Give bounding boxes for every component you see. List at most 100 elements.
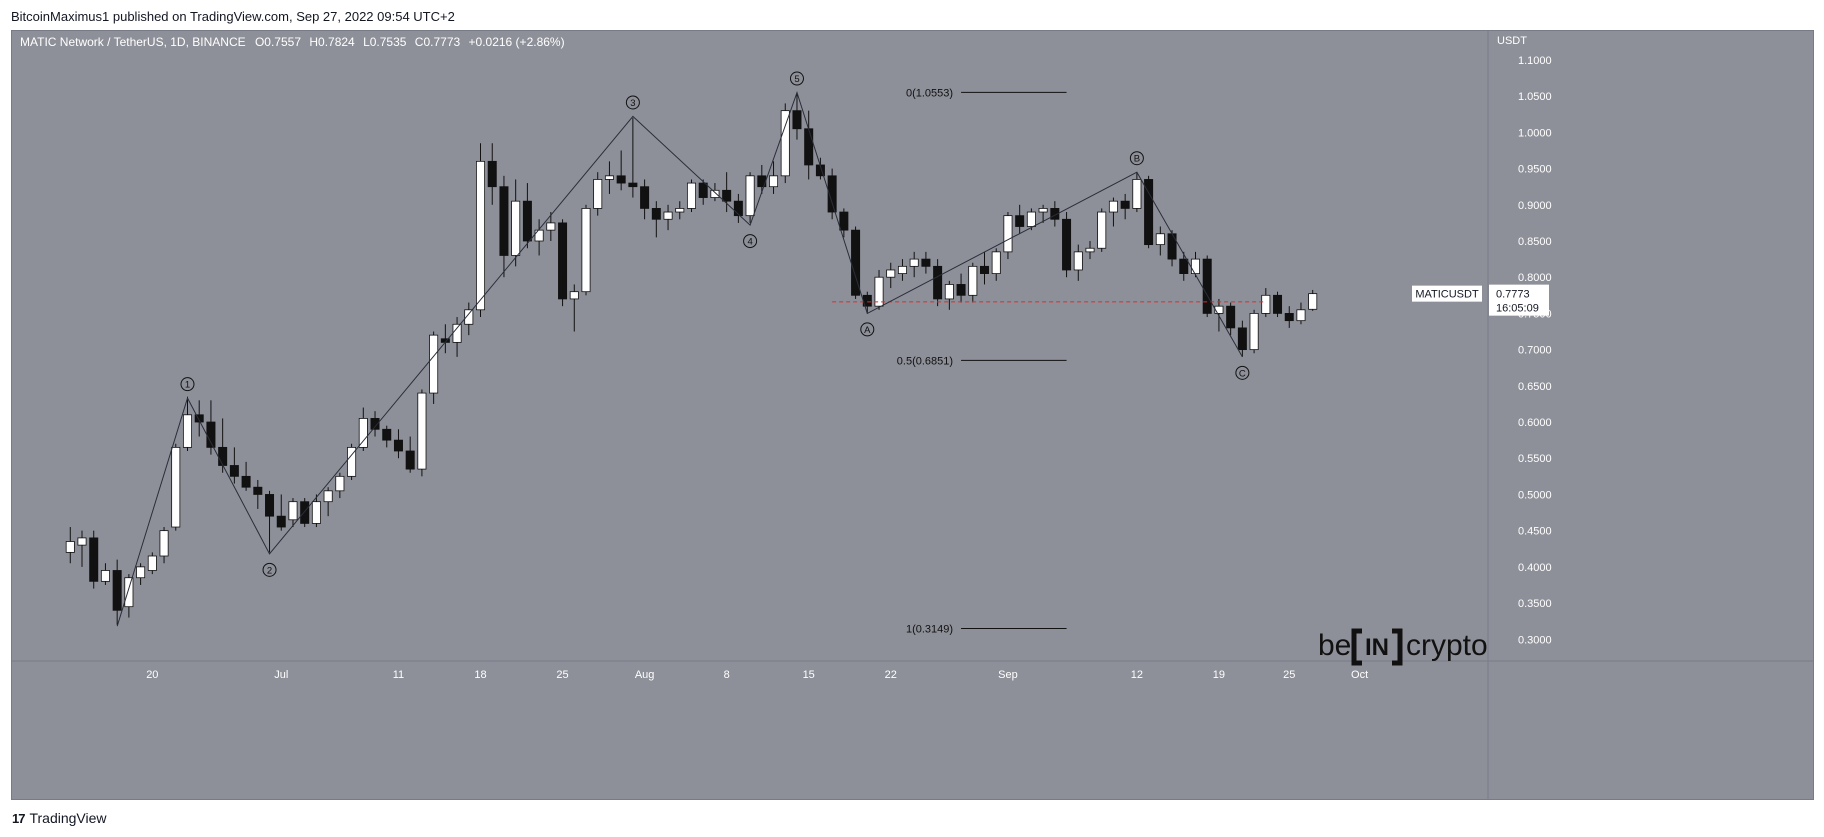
- candle-body: [640, 186, 650, 209]
- price-axis: USDT 1.1000 1.0500 1.0000 0.9500 0.9000 0.8500…: [1412, 31, 1552, 799]
- candle: [159, 527, 169, 564]
- candle: [171, 443, 181, 531]
- candle-body: [956, 284, 966, 296]
- candle-body: [218, 446, 228, 466]
- candle: [136, 563, 146, 585]
- candle-body: [65, 541, 75, 553]
- candle: [686, 179, 696, 213]
- time-tick-label: 11: [393, 669, 404, 681]
- candle: [745, 172, 755, 223]
- candle: [1190, 251, 1200, 278]
- candle-body: [358, 418, 368, 448]
- candle-body: [522, 200, 532, 242]
- candle-body: [265, 494, 275, 517]
- candle-body: [933, 265, 943, 300]
- wave-label-text: A: [864, 325, 871, 336]
- ohlc-close-label: C: [415, 35, 424, 49]
- tradingview-brand[interactable]: 17 TradingView: [12, 810, 107, 826]
- candle-body: [897, 265, 907, 274]
- candle: [370, 411, 380, 437]
- candle: [511, 179, 521, 267]
- candle: [1132, 172, 1142, 213]
- candle: [1062, 212, 1072, 278]
- wave-label-text: 2: [267, 565, 272, 576]
- candle: [124, 574, 134, 618]
- candle: [757, 164, 767, 194]
- time-tick-label: 25: [1283, 669, 1295, 681]
- candle-body: [1015, 215, 1025, 227]
- candle: [182, 396, 192, 451]
- candle: [839, 208, 849, 238]
- time-tick-label: Sep: [998, 669, 1018, 681]
- price-axis-unit: USDT: [1497, 35, 1527, 47]
- wave-label: C: [1235, 365, 1250, 380]
- candle-body: [1050, 208, 1060, 220]
- candle: [604, 161, 614, 194]
- candle-body: [1108, 200, 1118, 213]
- candle-body: [323, 490, 333, 503]
- wave-label-text: 1: [185, 380, 190, 391]
- candle: [1026, 208, 1036, 231]
- price-tick-label: 0.3500: [1518, 598, 1552, 610]
- candle: [874, 269, 884, 310]
- candle: [499, 175, 509, 278]
- candle: [194, 400, 204, 437]
- candle-body: [229, 465, 239, 477]
- candle: [956, 273, 966, 303]
- candle-body: [1273, 294, 1283, 314]
- candle-body: [886, 269, 896, 278]
- symbol-title: MATIC Network / TetherUS, 1D, BINANCE: [20, 35, 246, 49]
- ohlc-open: 0.7557: [264, 35, 301, 49]
- candle: [241, 461, 251, 491]
- candle: [1261, 288, 1271, 318]
- candle-body: [499, 186, 509, 256]
- candle-body: [300, 501, 310, 524]
- candle-body: [686, 182, 696, 209]
- candle-body: [769, 175, 779, 188]
- candle: [393, 429, 403, 459]
- candle-body: [253, 486, 263, 495]
- candle: [288, 498, 298, 528]
- candle-body: [909, 258, 919, 267]
- candle: [593, 172, 603, 216]
- candle-body: [1073, 251, 1083, 271]
- candle-body: [1190, 258, 1200, 274]
- candle: [1050, 201, 1060, 227]
- candle: [733, 193, 743, 223]
- candle-body: [276, 515, 286, 528]
- candle-body: [839, 211, 849, 231]
- fib-level-label: 0.5(0.6851): [897, 355, 953, 367]
- candle-body: [1085, 247, 1095, 253]
- candle: [851, 226, 861, 299]
- candle-body: [1167, 233, 1177, 260]
- last-price-bg: [1489, 284, 1549, 316]
- candle: [558, 219, 568, 307]
- tradingview-label: TradingView: [29, 810, 107, 826]
- watermark-crypto: crypto: [1406, 629, 1488, 662]
- candle-body: [347, 446, 357, 477]
- time-tick-label: 15: [803, 669, 815, 681]
- candle-body: [393, 439, 403, 452]
- candle-body: [147, 555, 157, 571]
- candle: [991, 248, 1001, 281]
- wave-label: B: [1129, 151, 1144, 166]
- candle-body: [335, 475, 345, 492]
- candle-body: [1249, 313, 1259, 351]
- candle: [640, 179, 650, 220]
- candle: [909, 251, 919, 278]
- wave-label-text: 5: [794, 74, 799, 85]
- chart-frame[interactable]: 0(1.0553) 0.5(0.6851) 1(0.3149) 1 2 3 4 5 A B C US…: [11, 30, 1814, 800]
- candle: [944, 280, 954, 310]
- candle: [581, 204, 591, 296]
- candle: [1308, 289, 1318, 311]
- candle-body: [476, 160, 486, 311]
- candle-body: [616, 175, 626, 184]
- price-tick-label: 0.3000: [1518, 634, 1552, 646]
- candle: [89, 530, 99, 589]
- candle-body: [241, 475, 251, 488]
- candle-body: [464, 309, 474, 325]
- symbol-tag: MATICUSDT: [1412, 285, 1482, 302]
- candle-body: [1097, 211, 1107, 249]
- candle-body: [405, 450, 415, 470]
